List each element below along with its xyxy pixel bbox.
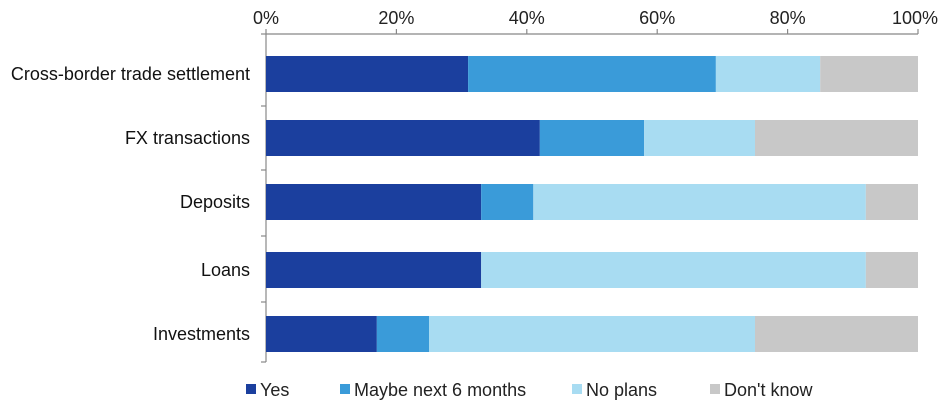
bar-segment-yes-0 xyxy=(266,56,469,92)
label-layer: Cross-border trade settlement FX transact… xyxy=(11,64,250,344)
legend-swatch-2 xyxy=(572,384,582,394)
x-tick-label: 100% xyxy=(892,8,938,28)
bar-segment-don-t-know-3 xyxy=(865,252,918,288)
x-tick-label: 60% xyxy=(639,8,675,28)
bar-segment-don-t-know-0 xyxy=(820,56,918,92)
legend-label-0: Yes xyxy=(260,380,289,400)
bar-segment-maybe-next-6-months-4 xyxy=(376,316,429,352)
category-label: Deposits xyxy=(180,192,250,212)
category-label: FX transactions xyxy=(125,128,250,148)
bar-segment-no-plans-2 xyxy=(533,184,866,220)
bar-segment-don-t-know-1 xyxy=(755,120,918,156)
x-tick-label: 40% xyxy=(509,8,545,28)
legend-label-2: No plans xyxy=(586,380,657,400)
bar-segment-maybe-next-6-months-0 xyxy=(468,56,716,92)
axis-layer: 0% 20% 40% 60% 80% 100% xyxy=(253,8,938,363)
legend-swatch-0 xyxy=(246,384,256,394)
legend-label-1: Maybe next 6 months xyxy=(354,380,526,400)
bar-segment-don-t-know-4 xyxy=(755,316,918,352)
bar-segment-maybe-next-6-months-1 xyxy=(539,120,645,156)
bar-segment-no-plans-1 xyxy=(644,120,755,156)
x-tick-label: 80% xyxy=(770,8,806,28)
bar-segment-no-plans-3 xyxy=(481,252,866,288)
bar-segment-maybe-next-6-months-2 xyxy=(481,184,534,220)
legend-swatch-3 xyxy=(710,384,720,394)
bar-segment-yes-2 xyxy=(266,184,482,220)
legend-label-3: Don't know xyxy=(724,380,813,400)
bar-segment-no-plans-4 xyxy=(429,316,755,352)
bar-segment-don-t-know-2 xyxy=(865,184,918,220)
category-label: Cross-border trade settlement xyxy=(11,64,250,84)
legend-swatch-1 xyxy=(340,384,350,394)
bar-segment-yes-1 xyxy=(266,120,540,156)
x-tick-label: 0% xyxy=(253,8,279,28)
category-label: Loans xyxy=(201,260,250,280)
bar-segment-no-plans-0 xyxy=(715,56,821,92)
bar-segment-yes-4 xyxy=(266,316,377,352)
bar-layer xyxy=(266,56,918,352)
x-tick-label: 20% xyxy=(378,8,414,28)
category-label: Investments xyxy=(153,324,250,344)
bar-segment-yes-3 xyxy=(266,252,482,288)
legend: Yes Maybe next 6 months No plans Don't know xyxy=(246,380,813,400)
